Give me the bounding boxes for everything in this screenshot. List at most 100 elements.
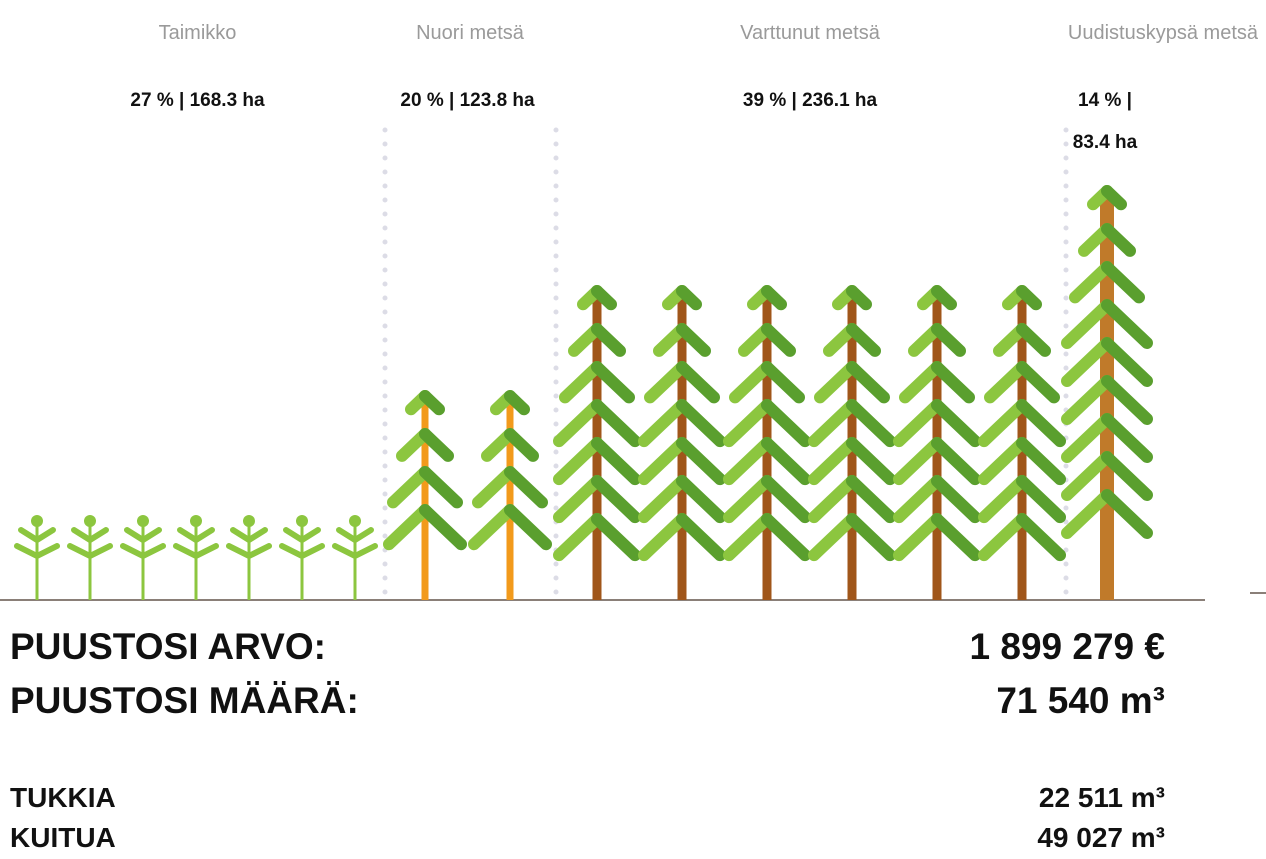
tree-part <box>1022 519 1060 555</box>
seedling <box>282 515 322 600</box>
tree-part <box>597 481 635 517</box>
tree-part <box>1022 481 1060 517</box>
tree-part <box>84 515 96 527</box>
tree-part <box>852 481 890 517</box>
tree-part <box>478 472 510 502</box>
tree-part <box>650 367 682 397</box>
mature-tree <box>899 291 975 600</box>
tree-part <box>852 519 890 555</box>
tree-part <box>296 515 308 527</box>
breakdown-label: KUITUA <box>10 822 116 854</box>
summary-label: PUUSTOSI MÄÄRÄ: <box>10 680 359 722</box>
tree-part <box>1022 443 1060 479</box>
stage-stat: 27 % | 168.3 ha <box>90 80 305 122</box>
tree-part <box>559 481 597 517</box>
tree-part <box>984 519 1022 555</box>
tree-part <box>644 443 682 479</box>
tree-part <box>597 405 635 441</box>
tree-part <box>137 515 149 527</box>
young-tree <box>474 396 546 600</box>
old-tree <box>1067 191 1147 600</box>
summary-label: PUUSTOSI ARVO: <box>10 626 326 668</box>
tree-part <box>1022 367 1054 397</box>
tree-part <box>559 443 597 479</box>
tree-part <box>682 367 714 397</box>
tree-part <box>899 481 937 517</box>
mature-tree <box>644 291 720 600</box>
tree-part <box>190 515 202 527</box>
tree-part <box>729 443 767 479</box>
page: Taimikko Nuori metsä Varttunut metsä Uud… <box>0 0 1266 859</box>
seedling <box>229 515 269 600</box>
tree-part <box>474 510 510 544</box>
tree-part <box>510 510 546 544</box>
breakdown-value: 49 027 m³ <box>800 822 1165 854</box>
tree-part <box>597 367 629 397</box>
tree-part <box>425 510 461 544</box>
tree-part <box>682 405 720 441</box>
seedling <box>17 515 57 600</box>
tree-part <box>1100 193 1114 600</box>
tree-part <box>899 405 937 441</box>
tree-part <box>644 481 682 517</box>
breakdown-value: 22 511 m³ <box>800 782 1165 814</box>
tree-part <box>937 481 975 517</box>
mature-tree <box>559 291 635 600</box>
tree-part <box>814 519 852 555</box>
tree-part <box>937 405 975 441</box>
stage-stat: 14 % | 83.4 ha <box>1066 80 1144 164</box>
tree-part <box>682 519 720 555</box>
stage-name: Taimikko <box>100 12 295 54</box>
tree-part <box>814 481 852 517</box>
mature-tree <box>984 291 1060 600</box>
tree-part <box>1022 405 1060 441</box>
seedling <box>335 515 375 600</box>
tree-part <box>389 510 425 544</box>
tree-part <box>597 519 635 555</box>
tree-part <box>767 443 805 479</box>
tree-part <box>243 515 255 527</box>
stage-name: Varttunut metsä <box>700 12 920 54</box>
tree-part <box>349 515 361 527</box>
tree-part <box>565 367 597 397</box>
tree-part <box>990 367 1022 397</box>
tree-part <box>852 367 884 397</box>
tree-part <box>852 405 890 441</box>
young-tree <box>389 396 461 600</box>
tree-part <box>767 405 805 441</box>
tree-part <box>899 519 937 555</box>
stage-stat: 39 % | 236.1 ha <box>700 80 920 122</box>
summary-value: 71 540 m³ <box>700 680 1165 722</box>
tree-part <box>735 367 767 397</box>
stage-name: Nuori metsä <box>380 12 560 54</box>
tree-part <box>729 481 767 517</box>
tree-part <box>820 367 852 397</box>
tree-part <box>984 405 1022 441</box>
tree-part <box>682 443 720 479</box>
tree-part <box>729 405 767 441</box>
tree-part <box>984 481 1022 517</box>
tree-part <box>425 472 457 502</box>
breakdown-label: TUKKIA <box>10 782 116 814</box>
tree-part <box>937 443 975 479</box>
seedling <box>176 515 216 600</box>
seedling <box>70 515 110 600</box>
tree-part <box>31 515 43 527</box>
seedling <box>123 515 163 600</box>
mature-tree <box>814 291 890 600</box>
tree-part <box>729 519 767 555</box>
tree-part <box>644 405 682 441</box>
mature-tree <box>729 291 805 600</box>
tree-part <box>510 472 542 502</box>
tree-part <box>937 519 975 555</box>
tree-part <box>559 405 597 441</box>
tree-part <box>814 405 852 441</box>
tree-part <box>767 481 805 517</box>
tree-part <box>905 367 937 397</box>
tree-part <box>644 519 682 555</box>
tree-part <box>767 367 799 397</box>
tree-part <box>852 443 890 479</box>
tree-part <box>393 472 425 502</box>
tree-part <box>597 443 635 479</box>
stage-name: Uudistuskypsä metsä <box>1062 12 1258 54</box>
